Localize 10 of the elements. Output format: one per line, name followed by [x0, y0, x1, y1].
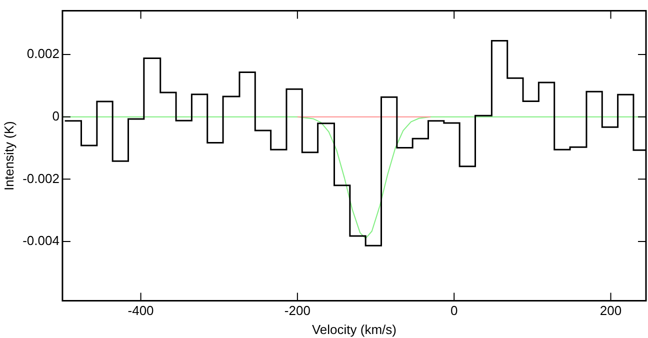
y-tick-label: -0.004: [22, 233, 60, 248]
y-tick-label: 0.002: [26, 46, 60, 62]
x-tick-label: -400: [128, 303, 154, 318]
x-tick-label: 200: [600, 303, 622, 318]
y-tick-label: -0.002: [22, 170, 60, 186]
x-axis-title: Velocity (km/s): [312, 322, 396, 337]
y-tick-label: 0: [52, 108, 60, 124]
y-axis-title: Intensity (K): [1, 121, 16, 190]
x-tick-label: -200: [284, 303, 310, 318]
x-tick-label: 0: [450, 303, 458, 318]
